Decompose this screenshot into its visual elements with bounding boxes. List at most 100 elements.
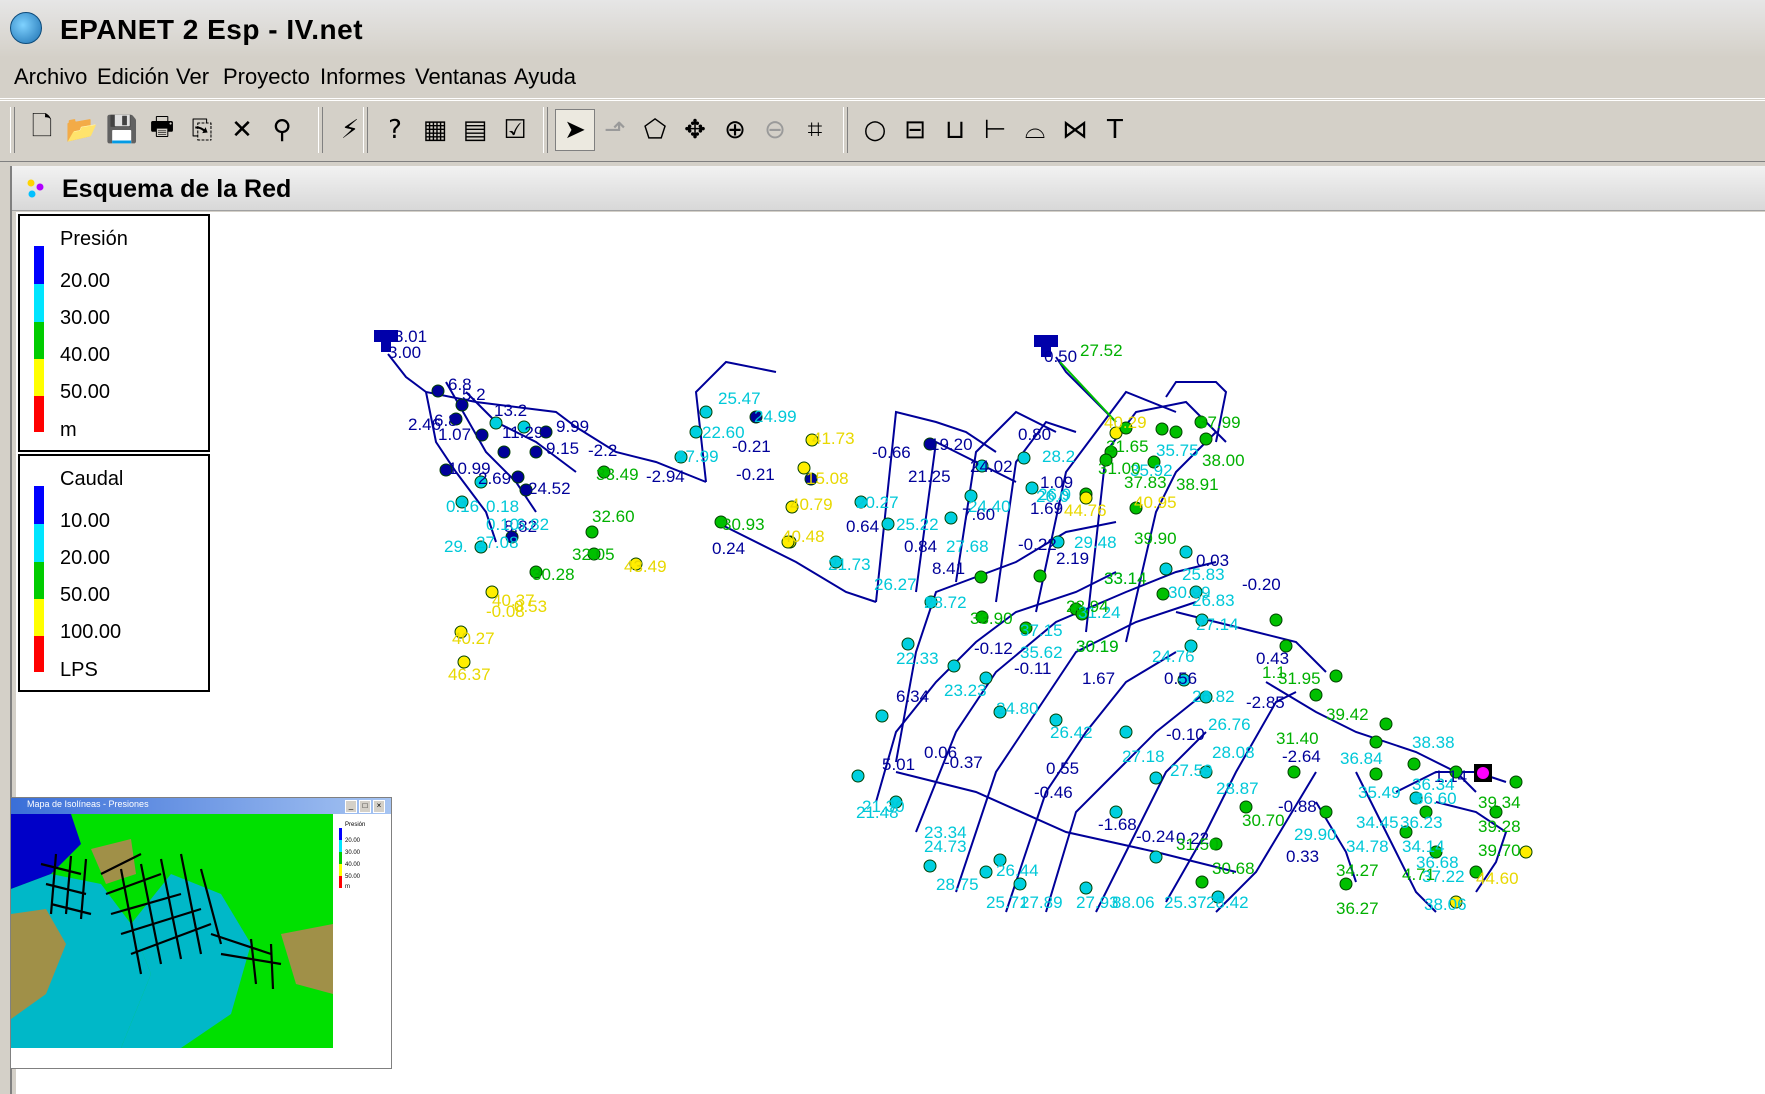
junction-node[interactable] [1017, 451, 1031, 465]
junction-node[interactable] [1155, 422, 1169, 436]
pan-icon[interactable]: ✥ [684, 115, 706, 145]
junction-node[interactable] [1079, 881, 1093, 895]
junction-node[interactable] [944, 511, 958, 525]
junction-node[interactable] [1169, 425, 1183, 439]
junction-node[interactable] [923, 437, 937, 451]
junction-node[interactable] [1195, 875, 1209, 889]
map-window-titlebar[interactable]: Esquema de la Red [12, 166, 1765, 211]
junction-node[interactable] [1211, 890, 1225, 904]
junction-node[interactable] [699, 405, 713, 419]
flow-legend[interactable]: Caudal 10.00 20.00 50.00 100.00 LPS [18, 454, 210, 692]
menu-ventanas[interactable]: Ventanas [415, 64, 507, 89]
junction-node[interactable] [923, 859, 937, 873]
junction-node[interactable] [1199, 690, 1213, 704]
find-icon[interactable]: ⚲ [272, 115, 292, 145]
junction-node[interactable] [1194, 415, 1208, 429]
junction-node[interactable] [1051, 535, 1065, 549]
junction-node[interactable] [585, 525, 599, 539]
junction-node[interactable] [1209, 837, 1223, 851]
add-valve-icon[interactable]: ⋈ [1062, 115, 1088, 145]
menu-proyecto[interactable]: Proyecto [223, 64, 310, 89]
junction-node[interactable] [1379, 717, 1393, 731]
junction-node[interactable] [947, 659, 961, 673]
junction-node[interactable] [1147, 455, 1161, 469]
junction-node[interactable] [975, 459, 989, 473]
junction-node[interactable] [1449, 765, 1463, 779]
junction-node[interactable] [1033, 569, 1047, 583]
junction-node[interactable] [979, 865, 993, 879]
options-icon[interactable]: ☑ [503, 115, 527, 145]
junction-node[interactable] [517, 420, 531, 434]
junction-node[interactable] [485, 585, 499, 599]
junction-node[interactable] [1407, 757, 1421, 771]
junction-node[interactable] [529, 565, 543, 579]
junction-node[interactable] [1019, 621, 1033, 635]
junction-node[interactable] [975, 610, 989, 624]
junction-node[interactable] [1419, 805, 1433, 819]
junction-node[interactable] [1329, 669, 1343, 683]
junction-node[interactable] [511, 470, 525, 484]
add-reservoir-icon[interactable]: ⊟ [904, 115, 926, 145]
add-pipe-icon[interactable]: ⊢ [983, 115, 1007, 145]
junctions[interactable] [431, 384, 1533, 909]
open-icon[interactable]: 📂 [65, 115, 99, 145]
junction-node[interactable] [1156, 587, 1170, 601]
junction-node[interactable] [1199, 432, 1213, 446]
junction-node[interactable] [875, 709, 889, 723]
junction-node[interactable] [439, 463, 453, 477]
junction-node[interactable] [1409, 791, 1423, 805]
contour-map-window[interactable]: Mapa de Isolíneas - Presiones _ □ × Pres… [10, 797, 392, 1069]
menu-edicion[interactable]: Edición [97, 64, 170, 89]
epanet-app-icon[interactable] [10, 12, 42, 44]
junction-node[interactable] [1269, 613, 1283, 627]
junction-node[interactable] [431, 384, 445, 398]
junction-node[interactable] [1429, 845, 1443, 859]
junction-node[interactable] [529, 445, 543, 459]
junction-node[interactable] [979, 671, 993, 685]
junction-node[interactable] [1149, 850, 1163, 864]
junction-node[interactable] [1469, 865, 1483, 879]
zoom-in-icon[interactable]: ⊕ [724, 115, 746, 145]
junction-node[interactable] [1287, 765, 1301, 779]
copy-icon[interactable]: ⎘ [191, 114, 213, 145]
junction-node[interactable] [1309, 688, 1323, 702]
reservoir-icon[interactable] [1034, 335, 1058, 357]
close-button[interactable]: × [373, 800, 385, 813]
junction-node[interactable] [1025, 481, 1039, 495]
junction-node[interactable] [629, 557, 643, 571]
junction-node[interactable] [974, 570, 988, 584]
junction-node[interactable] [475, 428, 489, 442]
junction-node[interactable] [1184, 639, 1198, 653]
network-map-canvas[interactable]: 3.01 3.00 0.50 27.52 6.8 6.8 5.2 13.2 9.99 2.46 1.… [16, 212, 1765, 1094]
menu-ayuda[interactable]: Ayuda [514, 64, 576, 89]
print-icon[interactable]: 🖶 [149, 112, 175, 142]
junction-node[interactable] [1199, 765, 1213, 779]
junction-node[interactable] [1519, 845, 1533, 859]
junction-node[interactable] [1119, 421, 1133, 435]
junction-node[interactable] [714, 515, 728, 529]
reservoir-icon[interactable] [374, 330, 398, 352]
add-junction-icon[interactable]: ○ [863, 115, 887, 145]
junction-node[interactable] [1279, 639, 1293, 653]
junction-node[interactable] [539, 425, 553, 439]
junction-node[interactable] [1129, 501, 1143, 515]
junction-node[interactable] [881, 517, 895, 531]
graph-icon[interactable]: ▦ [422, 115, 448, 145]
junction-node[interactable] [1319, 805, 1333, 819]
junction-node[interactable] [474, 540, 488, 554]
junction-node[interactable] [993, 705, 1007, 719]
pressure-legend[interactable]: Presión 20.00 30.00 40.00 50.00 m [18, 214, 210, 452]
query-icon[interactable]: ? [388, 115, 402, 145]
junction-node[interactable] [851, 769, 865, 783]
junction-node[interactable] [1099, 453, 1113, 467]
junction-node[interactable] [829, 555, 843, 569]
select-region-icon[interactable]: ⬠ [643, 115, 667, 145]
network-map[interactable]: 3.013.00 0.50 27.526.86.85.213.29.992.461.… [16, 212, 1765, 1094]
junction-node[interactable] [1399, 825, 1413, 839]
select-arrow-icon[interactable]: ➤ [555, 109, 595, 151]
add-label-icon[interactable]: T [1107, 115, 1123, 145]
junction-node[interactable] [1239, 800, 1253, 814]
junction-node[interactable] [854, 495, 868, 509]
junction-node[interactable] [1449, 895, 1463, 909]
junction-node[interactable] [1049, 713, 1063, 727]
